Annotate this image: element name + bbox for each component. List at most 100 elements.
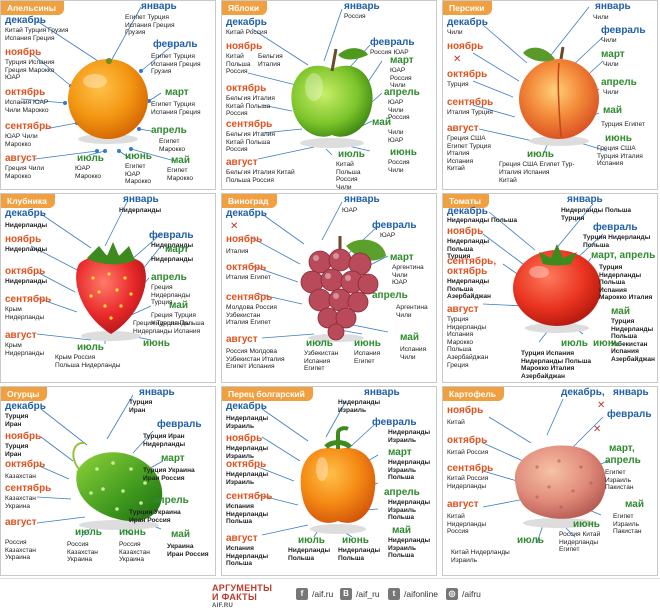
list-january: Нидерланды xyxy=(119,207,162,214)
month-july: июль xyxy=(338,149,365,160)
panel-peaches: Персики январь Чили декабрь Чили ноябрь … xyxy=(442,0,658,190)
aif-logo[interactable]: АРГУМЕНТЫ И ФАКТЫ AIF.RU xyxy=(212,584,272,611)
list-january: Нидерланды Израиль xyxy=(338,399,381,414)
month-april: апрель xyxy=(601,77,637,88)
month-december: декабрь xyxy=(447,17,488,28)
month-may: май xyxy=(400,332,419,343)
month-october: октябрь xyxy=(226,83,267,94)
month-november: ноябрь xyxy=(226,41,263,52)
month-august: август xyxy=(226,533,258,544)
list-january: Египет Турция Испания Греция Грузия xyxy=(125,14,175,37)
list-july: Нидерланды Польша xyxy=(288,547,331,562)
list-august: Греция Чили Марокко xyxy=(5,165,45,180)
month-june: июнь xyxy=(605,133,632,144)
list-august: Испания Нидерланды Польша xyxy=(226,545,269,568)
list-january: ЮАР xyxy=(342,207,358,214)
list-may: Испания Чили xyxy=(400,346,427,361)
month-july: июль xyxy=(561,338,588,349)
month-june: июнь xyxy=(119,527,146,538)
facebook-icon: f xyxy=(296,588,308,600)
list-october: Казахстан xyxy=(5,473,36,480)
month-may: май xyxy=(611,306,630,317)
month-april: апрель xyxy=(384,87,420,98)
list-july: Россия Казахстан Украина xyxy=(67,541,98,564)
month-august: август xyxy=(5,517,37,528)
month-september: сентябрь xyxy=(226,491,273,502)
list-april: Египет Марокко xyxy=(159,138,186,153)
apple-illustration xyxy=(291,48,373,148)
panel-apples: Яблоки январь Россия декабрь Китай Росси… xyxy=(221,0,437,190)
month-march: март, xyxy=(609,443,635,454)
list-september: Бельгия Италия Китай Польша Россия xyxy=(226,131,276,154)
list-november: Нидерланды Израиль xyxy=(226,445,269,460)
month-march: март xyxy=(388,447,412,458)
list-april: Чили xyxy=(603,89,619,96)
month-august: август xyxy=(226,157,258,168)
month-april: апрель xyxy=(605,455,641,466)
list-december: Нидерланды Израиль xyxy=(226,415,269,430)
list-september: Казахстан Украина xyxy=(5,495,36,510)
month-march: март xyxy=(165,87,189,98)
month-may: май xyxy=(603,105,622,116)
none-marker: ✕ xyxy=(230,221,239,232)
month-january: январь xyxy=(123,194,159,205)
panel-title: Виноград xyxy=(222,194,277,208)
panel-pepper: Перец болгарский январь Нидерланды Израи… xyxy=(221,386,437,576)
month-january: январь xyxy=(344,194,380,205)
facebook-link[interactable]: f /aif.ru xyxy=(296,587,333,601)
list-april: Турция Украина Иран Россия xyxy=(129,509,181,524)
month-february: февраль xyxy=(370,37,415,48)
instagram-link[interactable]: ◎ /aifru xyxy=(446,587,481,601)
list-october: Нидерланды Израиль xyxy=(226,471,269,486)
month-august: август xyxy=(5,330,37,341)
list-december: Чили xyxy=(447,29,463,36)
list-may: Турция Египет xyxy=(601,121,645,128)
month-july: июль xyxy=(77,342,104,353)
list-july: Китай Польша Россия Чили xyxy=(336,161,361,190)
month-june: июнь xyxy=(143,338,170,349)
month-february: февраль xyxy=(607,409,652,420)
month-november: ноябрь xyxy=(226,433,263,444)
month-september: сентябрь, xyxy=(447,256,497,267)
month-march: март xyxy=(601,49,625,60)
month-january: январь xyxy=(567,194,603,205)
peach-illustration xyxy=(519,46,599,146)
list-november-extra: Бельгия Италия xyxy=(258,53,283,68)
leader-lines xyxy=(30,201,162,344)
month-february: февраль xyxy=(593,222,638,233)
panel-title: Апельсины xyxy=(1,1,64,15)
panel-grapes: Виноград январь ЮАР декабрь ✕ февраль ЮА… xyxy=(221,193,437,383)
month-october: октябрь xyxy=(226,262,267,273)
panel-strawberry: Клубника январь Нидерланды декабрь Нидер… xyxy=(0,193,216,383)
month-october: октябрь xyxy=(447,69,488,80)
panel-title: Персики xyxy=(443,1,493,15)
tomato-illustration xyxy=(513,244,601,333)
month-april: апрель xyxy=(384,487,420,498)
list-december: Китай Турция Грузия Испания Греция xyxy=(5,27,69,42)
list-july: Крым Россия Польша Нидерланды xyxy=(55,354,121,369)
list-february: Чили xyxy=(601,37,617,44)
panel-title: Томаты xyxy=(443,194,490,208)
list-august: Россия Казахстан Украина xyxy=(5,539,36,562)
twitter-link[interactable]: t /aifonline xyxy=(388,587,438,601)
list-march: ЮАР Россия Чили xyxy=(390,67,412,90)
strawberry-illustration xyxy=(76,242,146,341)
month-june: июнь xyxy=(125,151,152,162)
month-february: февраль xyxy=(601,25,646,36)
list-january: Нидерланды Польша Турция xyxy=(561,207,632,222)
month-october: октябрь xyxy=(447,266,488,277)
list-march: Нидерланды xyxy=(151,256,194,263)
vk-link[interactable]: B /aif_ru xyxy=(340,587,380,601)
instagram-label: /aifru xyxy=(462,589,481,599)
list-february: Турция Нидерланды Польша xyxy=(583,234,651,249)
list-december: Китай Россия xyxy=(226,29,268,36)
list-june: Россия Китай Нидерланды Египет xyxy=(559,531,601,554)
list-may: Египет Израиль Пакистан xyxy=(613,513,642,536)
list-february: Турция Иран Нидерланды xyxy=(143,433,186,448)
month-april: апрель xyxy=(153,495,189,506)
list-february: Египет Турция Испания Греция Грузия xyxy=(151,53,201,76)
month-march: март xyxy=(165,244,189,255)
month-february: февраль xyxy=(153,39,198,50)
list-november: Италия xyxy=(226,248,249,255)
month-october: октябрь xyxy=(226,459,267,470)
